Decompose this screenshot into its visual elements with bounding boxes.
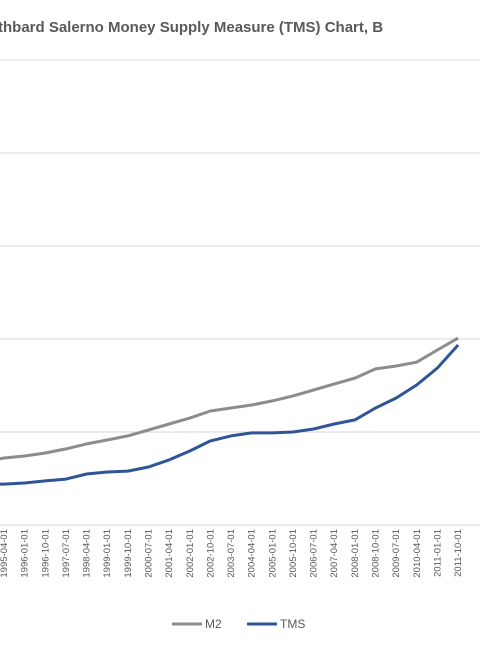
- series-line: [0, 343, 460, 486]
- x-tick-label: 2009-07-01: [391, 529, 402, 578]
- x-tick-label: 2011-10-01: [453, 529, 464, 577]
- x-tick-label: 2006-07-01: [309, 529, 320, 578]
- x-tick-label: 2007-04-01: [329, 529, 340, 578]
- series-line: [0, 336, 459, 461]
- x-tick-label: 2004-04-01: [247, 529, 258, 578]
- legend: M2 TMS: [172, 617, 305, 631]
- x-tick-label: 1996-01-01: [20, 529, 31, 578]
- x-tick-label: 1998-04-01: [82, 529, 93, 578]
- x-tick-label: 1999-10-01: [123, 529, 134, 578]
- x-tick-label: 1995-04-01: [0, 529, 10, 578]
- x-tick-label: 2005-01-01: [267, 529, 278, 578]
- x-tick-label: 2005-10-01: [288, 529, 299, 578]
- x-tick-label: 2001-04-01: [164, 529, 175, 578]
- x-tick-label: 1999-01-01: [102, 529, 113, 578]
- x-tick-label: 2003-07-01: [226, 529, 237, 578]
- x-tick-label: 2008-01-01: [350, 529, 361, 578]
- x-tick-label: 2011-01-01: [432, 529, 443, 577]
- x-tick-label: 1997-07-01: [61, 529, 72, 578]
- x-tick-label: 2008-10-01: [371, 529, 382, 578]
- x-tick-label: 2010-04-01: [412, 529, 423, 578]
- x-tick-label: 2000-07-01: [143, 529, 154, 578]
- x-tick-label: 2002-01-01: [185, 529, 196, 578]
- legend-label: TMS: [280, 617, 305, 631]
- legend-label: M2: [205, 617, 222, 631]
- chart-title: thbard Salerno Money Supply Measure (TMS…: [0, 19, 383, 36]
- x-tick-label: 2002-10-01: [205, 529, 216, 578]
- x-tick-label: 1996-10-01: [40, 529, 51, 578]
